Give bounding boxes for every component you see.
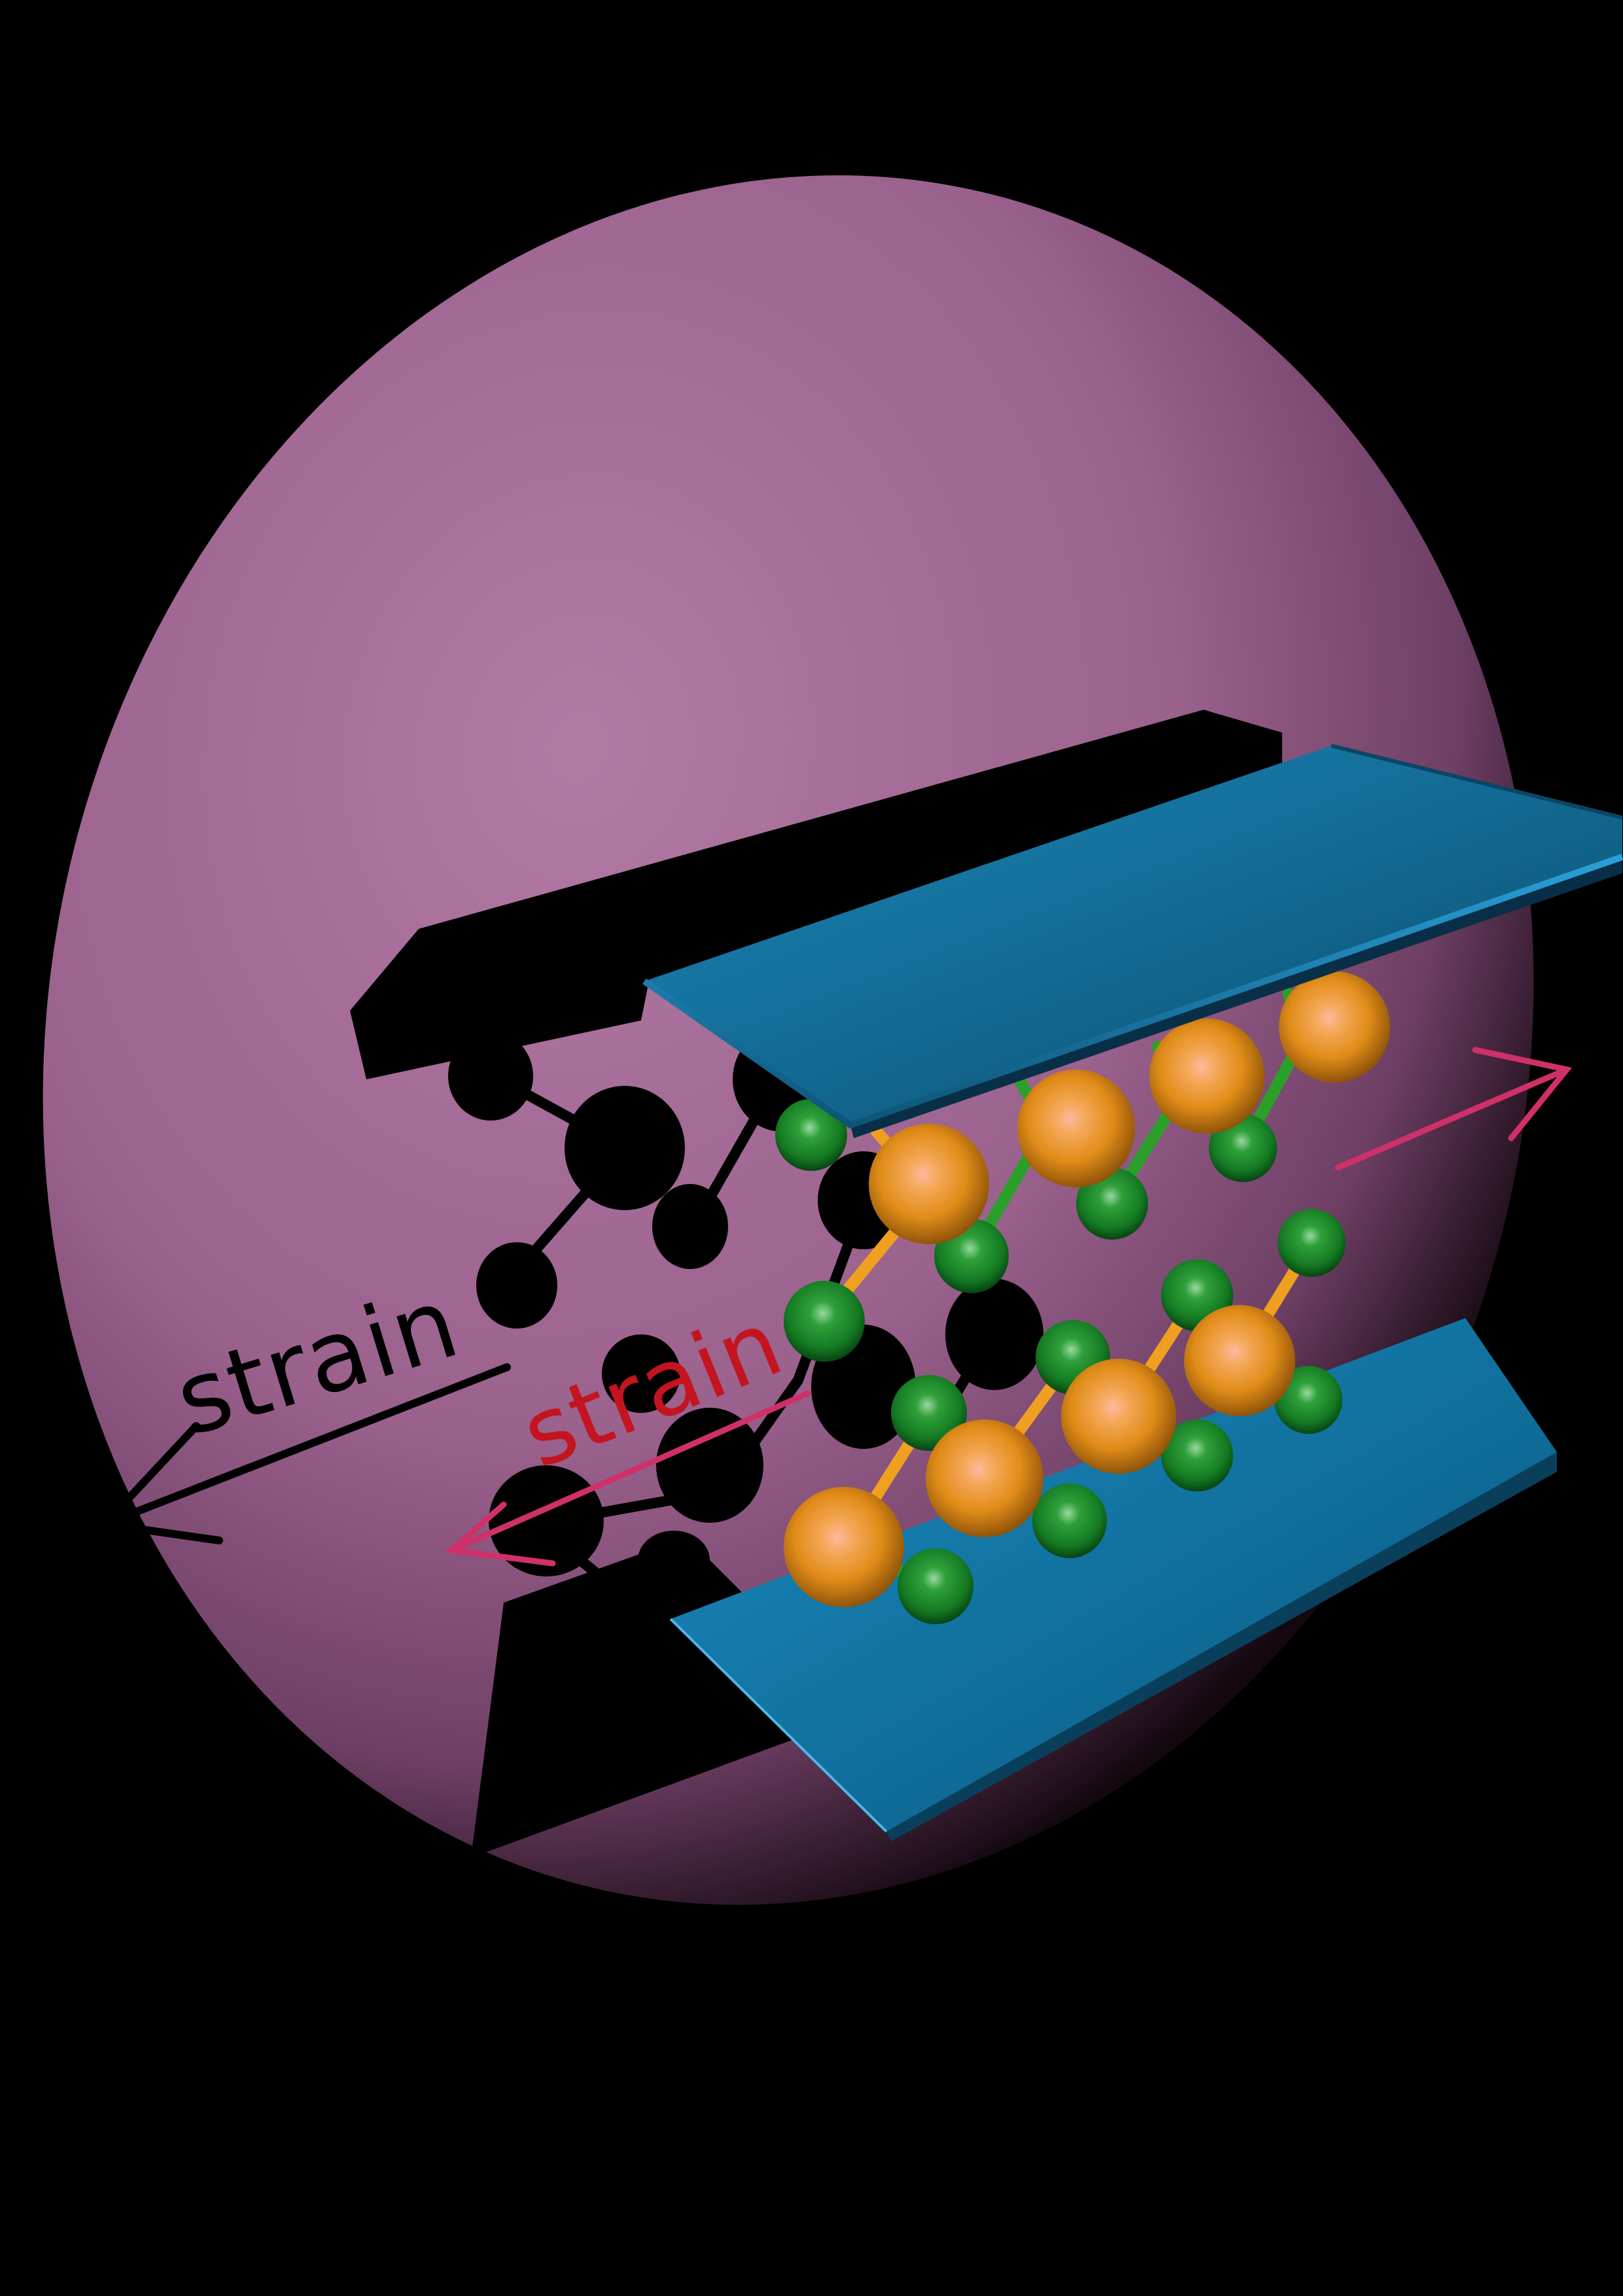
small-atom: [891, 1375, 967, 1451]
shadow-group: [96, 710, 1282, 1858]
lower-atom-layer: [784, 1209, 1346, 1624]
small-atom: [1032, 1484, 1107, 1558]
large-atom: [784, 1487, 904, 1607]
shadow-atom: [652, 1184, 728, 1269]
shadow-atom: [945, 1279, 1043, 1390]
small-atom: [1076, 1168, 1148, 1240]
shadow-atom: [638, 1531, 710, 1590]
shadow-strain-arrow: [96, 1363, 511, 1544]
small-atom: [1278, 1209, 1346, 1277]
small-atom: [1209, 1114, 1277, 1182]
shadow-atom: [656, 1408, 763, 1523]
small-atom: [784, 1281, 865, 1362]
shadow-atom: [476, 1242, 557, 1329]
shadow-atom: [448, 1032, 533, 1121]
large-atom: [1184, 1305, 1295, 1416]
large-atom: [1017, 1070, 1135, 1187]
small-atom: [1274, 1366, 1342, 1434]
small-atom: [775, 1099, 847, 1171]
bottom-slab: [669, 1318, 1557, 1841]
large-atom: [926, 1419, 1043, 1537]
large-atom: [1149, 1018, 1265, 1134]
shadow-top-slab: [350, 710, 1282, 1079]
small-atom: [898, 1548, 973, 1624]
upper-atom-layer: [775, 971, 1390, 1362]
large-atom: [1061, 1359, 1176, 1474]
large-atom: [1279, 971, 1390, 1083]
top-slab: [642, 744, 1623, 1138]
small-atom: [1161, 1419, 1233, 1491]
front-strain-arrow-left: [444, 1390, 811, 1567]
front-strain-arrow-right: [1335, 1047, 1573, 1171]
shadow-atom: [602, 1334, 680, 1413]
large-atom: [869, 1124, 989, 1244]
shadow-atom: [565, 1086, 685, 1210]
